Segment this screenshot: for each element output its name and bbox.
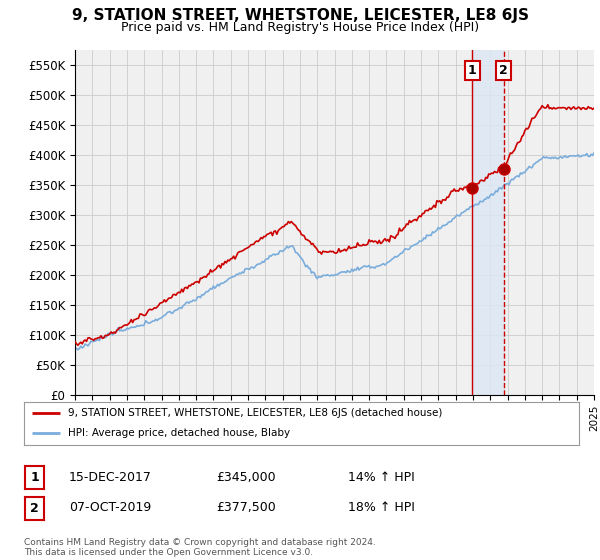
Text: 9, STATION STREET, WHETSTONE, LEICESTER, LE8 6JS (detached house): 9, STATION STREET, WHETSTONE, LEICESTER,… (68, 408, 443, 418)
Text: 2: 2 (499, 64, 508, 77)
Text: £377,500: £377,500 (216, 501, 276, 515)
Text: 9, STATION STREET, WHETSTONE, LEICESTER, LE8 6JS: 9, STATION STREET, WHETSTONE, LEICESTER,… (71, 8, 529, 24)
Text: Contains HM Land Registry data © Crown copyright and database right 2024.
This d: Contains HM Land Registry data © Crown c… (24, 538, 376, 557)
Text: 2: 2 (31, 502, 39, 515)
Text: Price paid vs. HM Land Registry's House Price Index (HPI): Price paid vs. HM Land Registry's House … (121, 21, 479, 34)
Text: HPI: Average price, detached house, Blaby: HPI: Average price, detached house, Blab… (68, 428, 290, 438)
Text: 1: 1 (468, 64, 476, 77)
Bar (472, 50, 503, 395)
Text: 18% ↑ HPI: 18% ↑ HPI (348, 501, 415, 515)
Text: 14% ↑ HPI: 14% ↑ HPI (348, 470, 415, 484)
Text: £345,000: £345,000 (216, 470, 275, 484)
Text: 07-OCT-2019: 07-OCT-2019 (69, 501, 151, 515)
Text: 15-DEC-2017: 15-DEC-2017 (69, 470, 152, 484)
Text: 1: 1 (31, 471, 39, 484)
